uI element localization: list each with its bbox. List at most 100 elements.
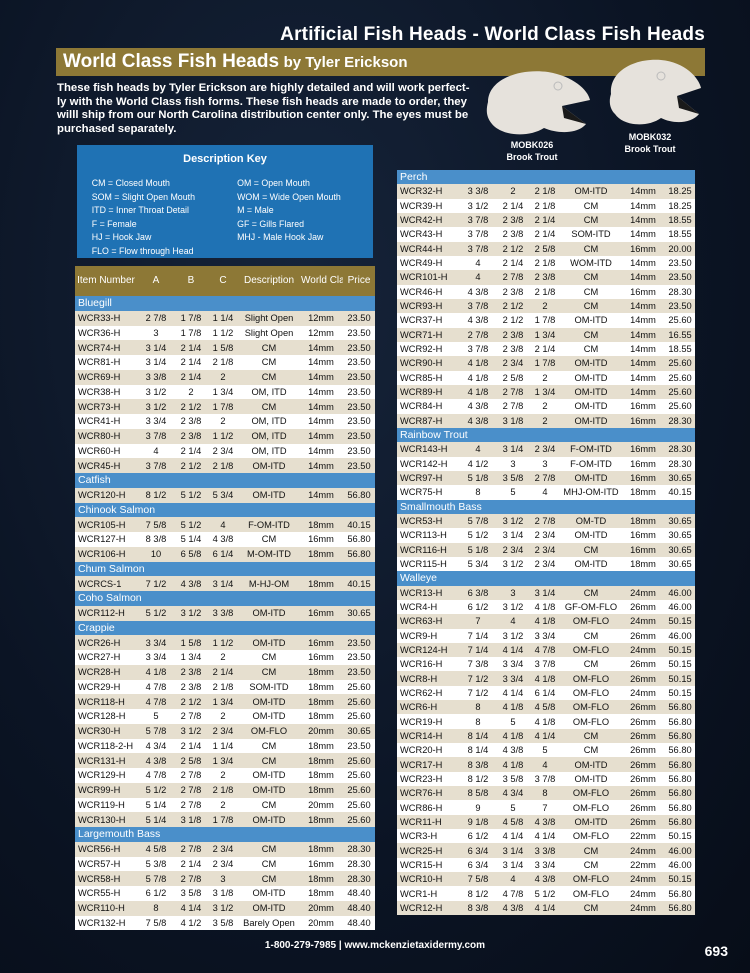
table-row: WCR42-H 3 7/8 2 3/8 2 1/4 CM 14mm 18.55 (397, 212, 696, 228)
price-cell: 25.60 (343, 679, 375, 695)
description-cell: OM-FLO (561, 886, 621, 901)
price-cell: 50.15 (665, 685, 696, 701)
description-cell: OM-FLO (561, 642, 621, 658)
dim-c-cell: 2 (207, 797, 239, 813)
product-caption: MOBK026 Brook Trout (500, 139, 564, 163)
description-cell: OM-FLO (239, 723, 299, 739)
dim-a-cell: 5 7/8 (137, 723, 175, 739)
item-number-cell: WCR32-H (397, 184, 459, 199)
dim-c-cell: 4 1/8 (529, 714, 561, 729)
dim-c-cell: 1 1/2 (207, 325, 239, 341)
column-header: A (137, 266, 175, 296)
eye-size-cell: 18mm (299, 576, 343, 591)
dim-b-cell: 4 (497, 872, 529, 887)
price-cell: 23.50 (343, 414, 375, 429)
description-cell: CM (561, 270, 621, 285)
dim-a-cell: 7 1/2 (137, 576, 175, 591)
price-cell: 46.00 (665, 843, 696, 858)
description-cell: CM (561, 542, 621, 557)
description-cell: OM-ITD (239, 635, 299, 650)
item-number-cell: WCR36-H (75, 325, 137, 341)
key-item: GF = Gills Flared (237, 218, 305, 230)
dim-b-cell: 5 1/2 (175, 517, 207, 532)
price-cell: 25.60 (343, 694, 375, 709)
eye-size-cell: 16mm (621, 241, 665, 256)
description-cell: CM (239, 664, 299, 680)
item-number-cell: WCR73-H (75, 399, 137, 414)
price-cell: 30.65 (665, 513, 696, 529)
table-row: WCR86-H 9 5 7 OM-FLO 26mm 56.80 (397, 800, 696, 815)
item-number-cell: WCR142-H (397, 456, 459, 471)
dim-b-cell: 4 1/2 (175, 915, 207, 931)
table-row: WCR75-H 8 5 4 MHJ-OM-ITD 18mm 40.15 (397, 485, 696, 500)
description-cell: OM-FLO (561, 685, 621, 701)
eye-size-cell: 16mm (299, 635, 343, 650)
dim-a-cell: 4 (459, 270, 497, 285)
dim-b-cell: 5 (497, 800, 529, 815)
price-cell: 25.60 (343, 797, 375, 813)
item-number-cell: WCR81-H (75, 355, 137, 370)
eye-size-cell: 18mm (299, 841, 343, 857)
table-row: WCR6-H 8 4 1/8 4 5/8 OM-FLO 26mm 56.80 (397, 700, 696, 715)
table-row: WCR129-H 4 7/8 2 7/8 2 OM-ITD 18mm 25.60 (75, 768, 375, 783)
price-cell: 23.50 (343, 355, 375, 370)
dim-b-cell: 3 1/4 (497, 528, 529, 543)
price-cell: 28.30 (343, 841, 375, 857)
item-number-cell: WCR13-H (397, 585, 459, 600)
key-item: F = Female (91, 218, 137, 230)
dim-c-cell: 1 3/4 (207, 694, 239, 709)
price-cell: 25.60 (665, 356, 696, 371)
eye-size-cell: 26mm (621, 800, 665, 815)
dim-a-cell: 8 (459, 700, 497, 715)
section-header: Bluegill (75, 296, 375, 311)
description-cell: OM-FLO (561, 786, 621, 801)
description-cell: OM-ITD (561, 413, 621, 428)
description-cell: CM (239, 841, 299, 857)
dim-c-cell: 4 (529, 757, 561, 772)
eye-size-cell: 24mm (621, 886, 665, 901)
dim-c-cell: 2 1/8 (529, 198, 561, 213)
eye-size-cell: 14mm (621, 298, 665, 314)
description-cell: OM-ITD (561, 814, 621, 830)
item-number-cell: WCR43-H (397, 227, 459, 242)
dim-c-cell: 4 1/8 (529, 599, 561, 615)
dim-c-cell: 2 7/8 (529, 513, 561, 529)
eye-size-cell: 18mm (299, 709, 343, 724)
price-cell: 23.50 (343, 340, 375, 355)
eye-size-cell: 26mm (621, 786, 665, 801)
table-row: WCR26-H 3 3/4 1 5/8 1 1/2 OM-ITD 16mm 23.50 (75, 635, 375, 650)
price-cell: 48.40 (343, 886, 375, 901)
price-cell: 28.30 (665, 456, 696, 471)
description-cell: Barely Open (239, 915, 299, 931)
eye-size-cell: 20mm (299, 900, 343, 916)
dim-b-cell: 2 3/8 (497, 212, 529, 228)
dim-a-cell: 5 3/4 (459, 556, 497, 572)
table-row: WCR76-H 8 5/8 4 3/4 8 OM-FLO 26mm 56.80 (397, 786, 696, 801)
price-cell: 25.60 (665, 370, 696, 385)
key-title: Description Key (183, 153, 267, 165)
dim-c-cell: 1 3/4 (207, 384, 239, 400)
eye-size-cell: 18mm (299, 546, 343, 562)
description-cell: OM-FLO (561, 714, 621, 729)
dim-a-cell: 4 3/8 (459, 284, 497, 299)
item-number-cell: WCR27-H (75, 650, 137, 665)
section-title: Perch (397, 170, 696, 185)
description-cell: OM, ITD (239, 428, 299, 444)
eye-size-cell: 14mm (299, 355, 343, 370)
dim-c-cell: 3 7/8 (529, 771, 561, 787)
eye-size-cell: 16mm (299, 605, 343, 621)
description-cell: WOM-ITD (561, 255, 621, 271)
description-cell: CM (561, 728, 621, 744)
description-cell: OM-FLO (561, 700, 621, 715)
table-row: WCR142-H 4 1/2 3 3 F-OM-ITD 16mm 28.30 (397, 456, 696, 471)
item-number-cell: WCR55-H (75, 886, 137, 901)
eye-size-cell: 12mm (299, 325, 343, 341)
price-cell: 56.80 (343, 532, 375, 547)
item-number-cell: WCR119-H (75, 797, 137, 813)
dim-b-cell: 3 (497, 585, 529, 600)
dim-b-cell: 1 3/4 (175, 650, 207, 665)
item-number-cell: WCR16-H (397, 657, 459, 672)
item-number-cell: WCR80-H (75, 428, 137, 444)
dim-a-cell: 7 1/2 (459, 685, 497, 701)
eye-size-cell: 18mm (621, 513, 665, 529)
